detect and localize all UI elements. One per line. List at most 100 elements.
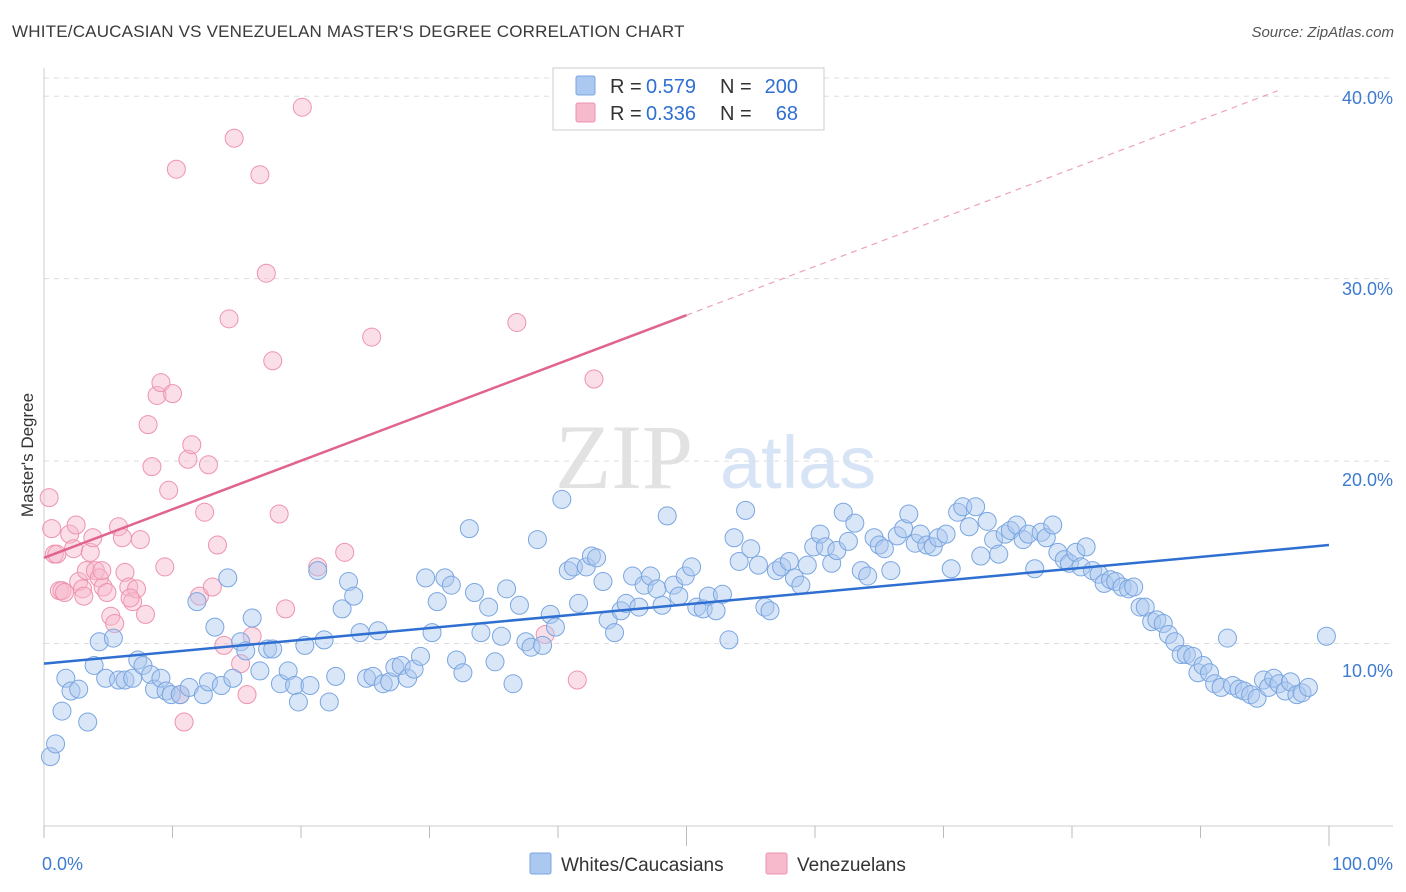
venezuelans-points	[39, 97, 604, 732]
whites-point	[1158, 624, 1178, 644]
venezuelans-point	[80, 542, 100, 562]
whites-point	[250, 661, 270, 681]
y-tick-label: 10.0%	[1342, 661, 1393, 681]
whites-point	[784, 568, 804, 588]
venezuelans-point	[97, 582, 117, 602]
whites-point	[218, 568, 238, 588]
whites-point	[123, 668, 143, 688]
whites-point	[368, 621, 388, 641]
venezuelans-point	[136, 604, 156, 624]
whites-point	[706, 601, 726, 621]
venezuelans-point	[250, 165, 270, 185]
venezuelans-point	[166, 159, 186, 179]
venezuelans-point	[189, 586, 209, 606]
whites-point	[373, 674, 393, 694]
whites-point	[411, 646, 431, 666]
venezuelans-point	[507, 312, 527, 332]
whites-point	[1066, 542, 1086, 562]
whites-point	[833, 502, 853, 522]
y-tick-label: 40.0%	[1342, 88, 1393, 108]
whites-point	[760, 601, 780, 621]
whites-point	[1112, 577, 1132, 597]
venezuelans-point	[147, 385, 167, 405]
whites-point	[326, 666, 346, 686]
whites-point	[1223, 676, 1243, 696]
whites-point	[516, 632, 536, 652]
whites-point	[989, 544, 1009, 564]
whites-point	[89, 632, 109, 652]
whites-point	[263, 639, 283, 659]
whites-point	[552, 489, 572, 509]
whites-point	[1259, 677, 1279, 697]
whites-point	[1043, 515, 1063, 535]
legend-r-value: 0.336	[646, 103, 696, 125]
whites-point	[288, 692, 308, 712]
whites-point	[380, 672, 400, 692]
whites-point	[1298, 677, 1318, 697]
whites-point	[40, 747, 60, 767]
whites-point	[804, 537, 824, 557]
venezuelans-point	[42, 519, 62, 539]
whites-point	[509, 595, 529, 615]
whites-point	[471, 623, 491, 643]
venezuelans-point	[73, 579, 93, 599]
whites-point	[910, 524, 930, 544]
whites-point	[459, 519, 479, 539]
legend-n-value: 200	[765, 76, 798, 98]
whites-point	[923, 537, 943, 557]
whites-point	[657, 506, 677, 526]
whites-point	[791, 575, 811, 595]
whites-point	[464, 582, 484, 602]
venezuelans-point	[174, 712, 194, 732]
venezuelans-point	[224, 128, 244, 148]
venezuelans-point	[120, 588, 140, 608]
whites-point	[729, 551, 749, 571]
whites-point	[1130, 597, 1150, 617]
whites-point	[1013, 530, 1033, 550]
whites-point	[838, 531, 858, 551]
whites-point	[46, 734, 66, 754]
venezuelans-point	[182, 435, 202, 455]
whites-point	[1292, 683, 1312, 703]
whites-point	[1217, 628, 1237, 648]
whites-point	[569, 593, 589, 613]
whites-point	[1153, 613, 1173, 633]
whites-point	[84, 655, 104, 675]
whites-point	[308, 561, 328, 581]
whites-point	[605, 623, 625, 643]
legend-swatch-whites	[575, 75, 596, 96]
legend-box	[552, 67, 825, 131]
whites-point	[682, 557, 702, 577]
whites-point	[1280, 672, 1300, 692]
chart-title: WHITE/CAUCASIAN VS VENEZUELAN MASTER'S D…	[12, 22, 685, 41]
venezuelans-point	[55, 582, 75, 602]
whites-point	[545, 617, 565, 637]
whites-points	[40, 489, 1336, 767]
whites-point	[491, 626, 511, 646]
whites-point	[1275, 681, 1295, 701]
y-tick-label: 20.0%	[1342, 470, 1393, 490]
whites-point	[1000, 520, 1020, 540]
whites-point	[669, 586, 689, 606]
whites-point	[319, 692, 339, 712]
whites-point	[1176, 645, 1196, 665]
whites-trend-line	[43, 543, 1330, 665]
x-tick-label: 0.0%	[42, 854, 83, 874]
venezuelans-point	[202, 577, 222, 597]
whites-point	[485, 652, 505, 672]
whites-point	[427, 592, 447, 612]
bottom-legend-swatch-venezuelans	[765, 852, 788, 875]
y-axis-title: Master's Degree	[18, 393, 37, 517]
whites-point	[497, 579, 517, 599]
venezuelans-point	[237, 685, 257, 705]
venezuelans-point	[115, 562, 135, 582]
legend-r-label: R =	[610, 76, 642, 98]
whites-point	[404, 659, 424, 679]
whites-point	[1247, 688, 1267, 708]
venezuelans-point	[276, 599, 296, 619]
whites-point	[647, 579, 667, 599]
legend-n-value: 68	[776, 103, 798, 125]
whites-point	[205, 617, 225, 637]
whites-point	[616, 593, 636, 613]
venezuelans-point	[292, 97, 312, 117]
